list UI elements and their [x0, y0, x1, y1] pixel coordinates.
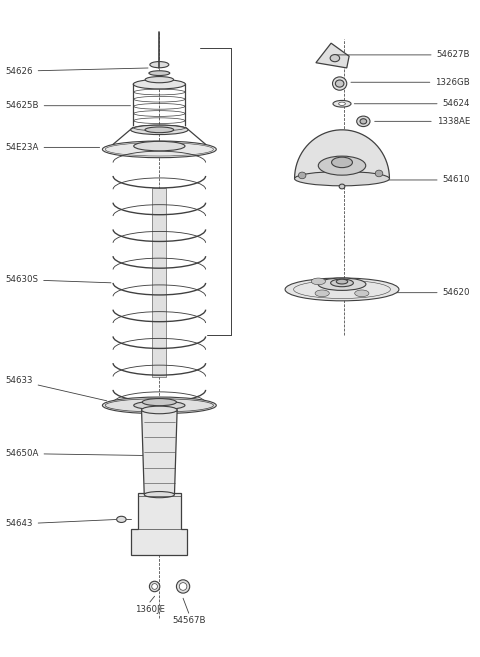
Ellipse shape	[177, 580, 190, 593]
Ellipse shape	[339, 184, 345, 189]
Ellipse shape	[330, 55, 340, 62]
Text: 54624: 54624	[354, 99, 470, 108]
Ellipse shape	[375, 170, 383, 177]
Text: 54626: 54626	[5, 66, 148, 76]
Ellipse shape	[355, 290, 369, 296]
Ellipse shape	[102, 141, 216, 158]
Text: 54620: 54620	[397, 288, 470, 297]
Text: 54E23A: 54E23A	[5, 143, 100, 152]
Text: 54567B: 54567B	[172, 616, 205, 625]
Text: 1326GB: 1326GB	[351, 78, 470, 87]
Ellipse shape	[331, 279, 353, 286]
Text: 54610: 54610	[387, 175, 470, 185]
Ellipse shape	[285, 278, 399, 301]
Ellipse shape	[311, 278, 325, 284]
Ellipse shape	[131, 125, 188, 135]
Polygon shape	[142, 410, 177, 495]
Ellipse shape	[318, 278, 366, 290]
Ellipse shape	[299, 172, 306, 179]
Text: 54630S: 54630S	[5, 275, 111, 284]
Polygon shape	[132, 493, 187, 555]
Ellipse shape	[142, 406, 177, 414]
Ellipse shape	[336, 279, 348, 284]
Text: 54627B: 54627B	[336, 51, 470, 59]
Ellipse shape	[117, 516, 126, 522]
Ellipse shape	[142, 399, 177, 405]
Text: 1338AE: 1338AE	[375, 117, 470, 126]
Ellipse shape	[318, 156, 366, 175]
Ellipse shape	[360, 119, 367, 124]
Ellipse shape	[144, 491, 174, 498]
Ellipse shape	[149, 581, 160, 592]
Text: 1360JE: 1360JE	[135, 604, 165, 614]
Ellipse shape	[333, 77, 347, 90]
Ellipse shape	[333, 101, 351, 107]
Ellipse shape	[102, 397, 216, 414]
Ellipse shape	[152, 583, 157, 589]
Ellipse shape	[145, 77, 174, 83]
Ellipse shape	[339, 102, 345, 105]
Polygon shape	[152, 189, 167, 377]
Ellipse shape	[336, 80, 344, 87]
Ellipse shape	[295, 171, 389, 186]
Polygon shape	[316, 43, 349, 68]
Ellipse shape	[134, 401, 185, 410]
Ellipse shape	[133, 79, 185, 89]
Ellipse shape	[332, 157, 352, 168]
Polygon shape	[295, 130, 389, 179]
Ellipse shape	[149, 71, 170, 76]
Text: 54633: 54633	[5, 376, 107, 401]
Ellipse shape	[145, 127, 174, 133]
Ellipse shape	[150, 62, 169, 68]
Ellipse shape	[179, 583, 187, 590]
Text: 54643: 54643	[5, 520, 116, 528]
Text: 54650A: 54650A	[5, 449, 144, 458]
Ellipse shape	[134, 141, 185, 151]
Text: 54625B: 54625B	[5, 101, 131, 110]
Ellipse shape	[315, 290, 329, 296]
Ellipse shape	[357, 116, 370, 127]
